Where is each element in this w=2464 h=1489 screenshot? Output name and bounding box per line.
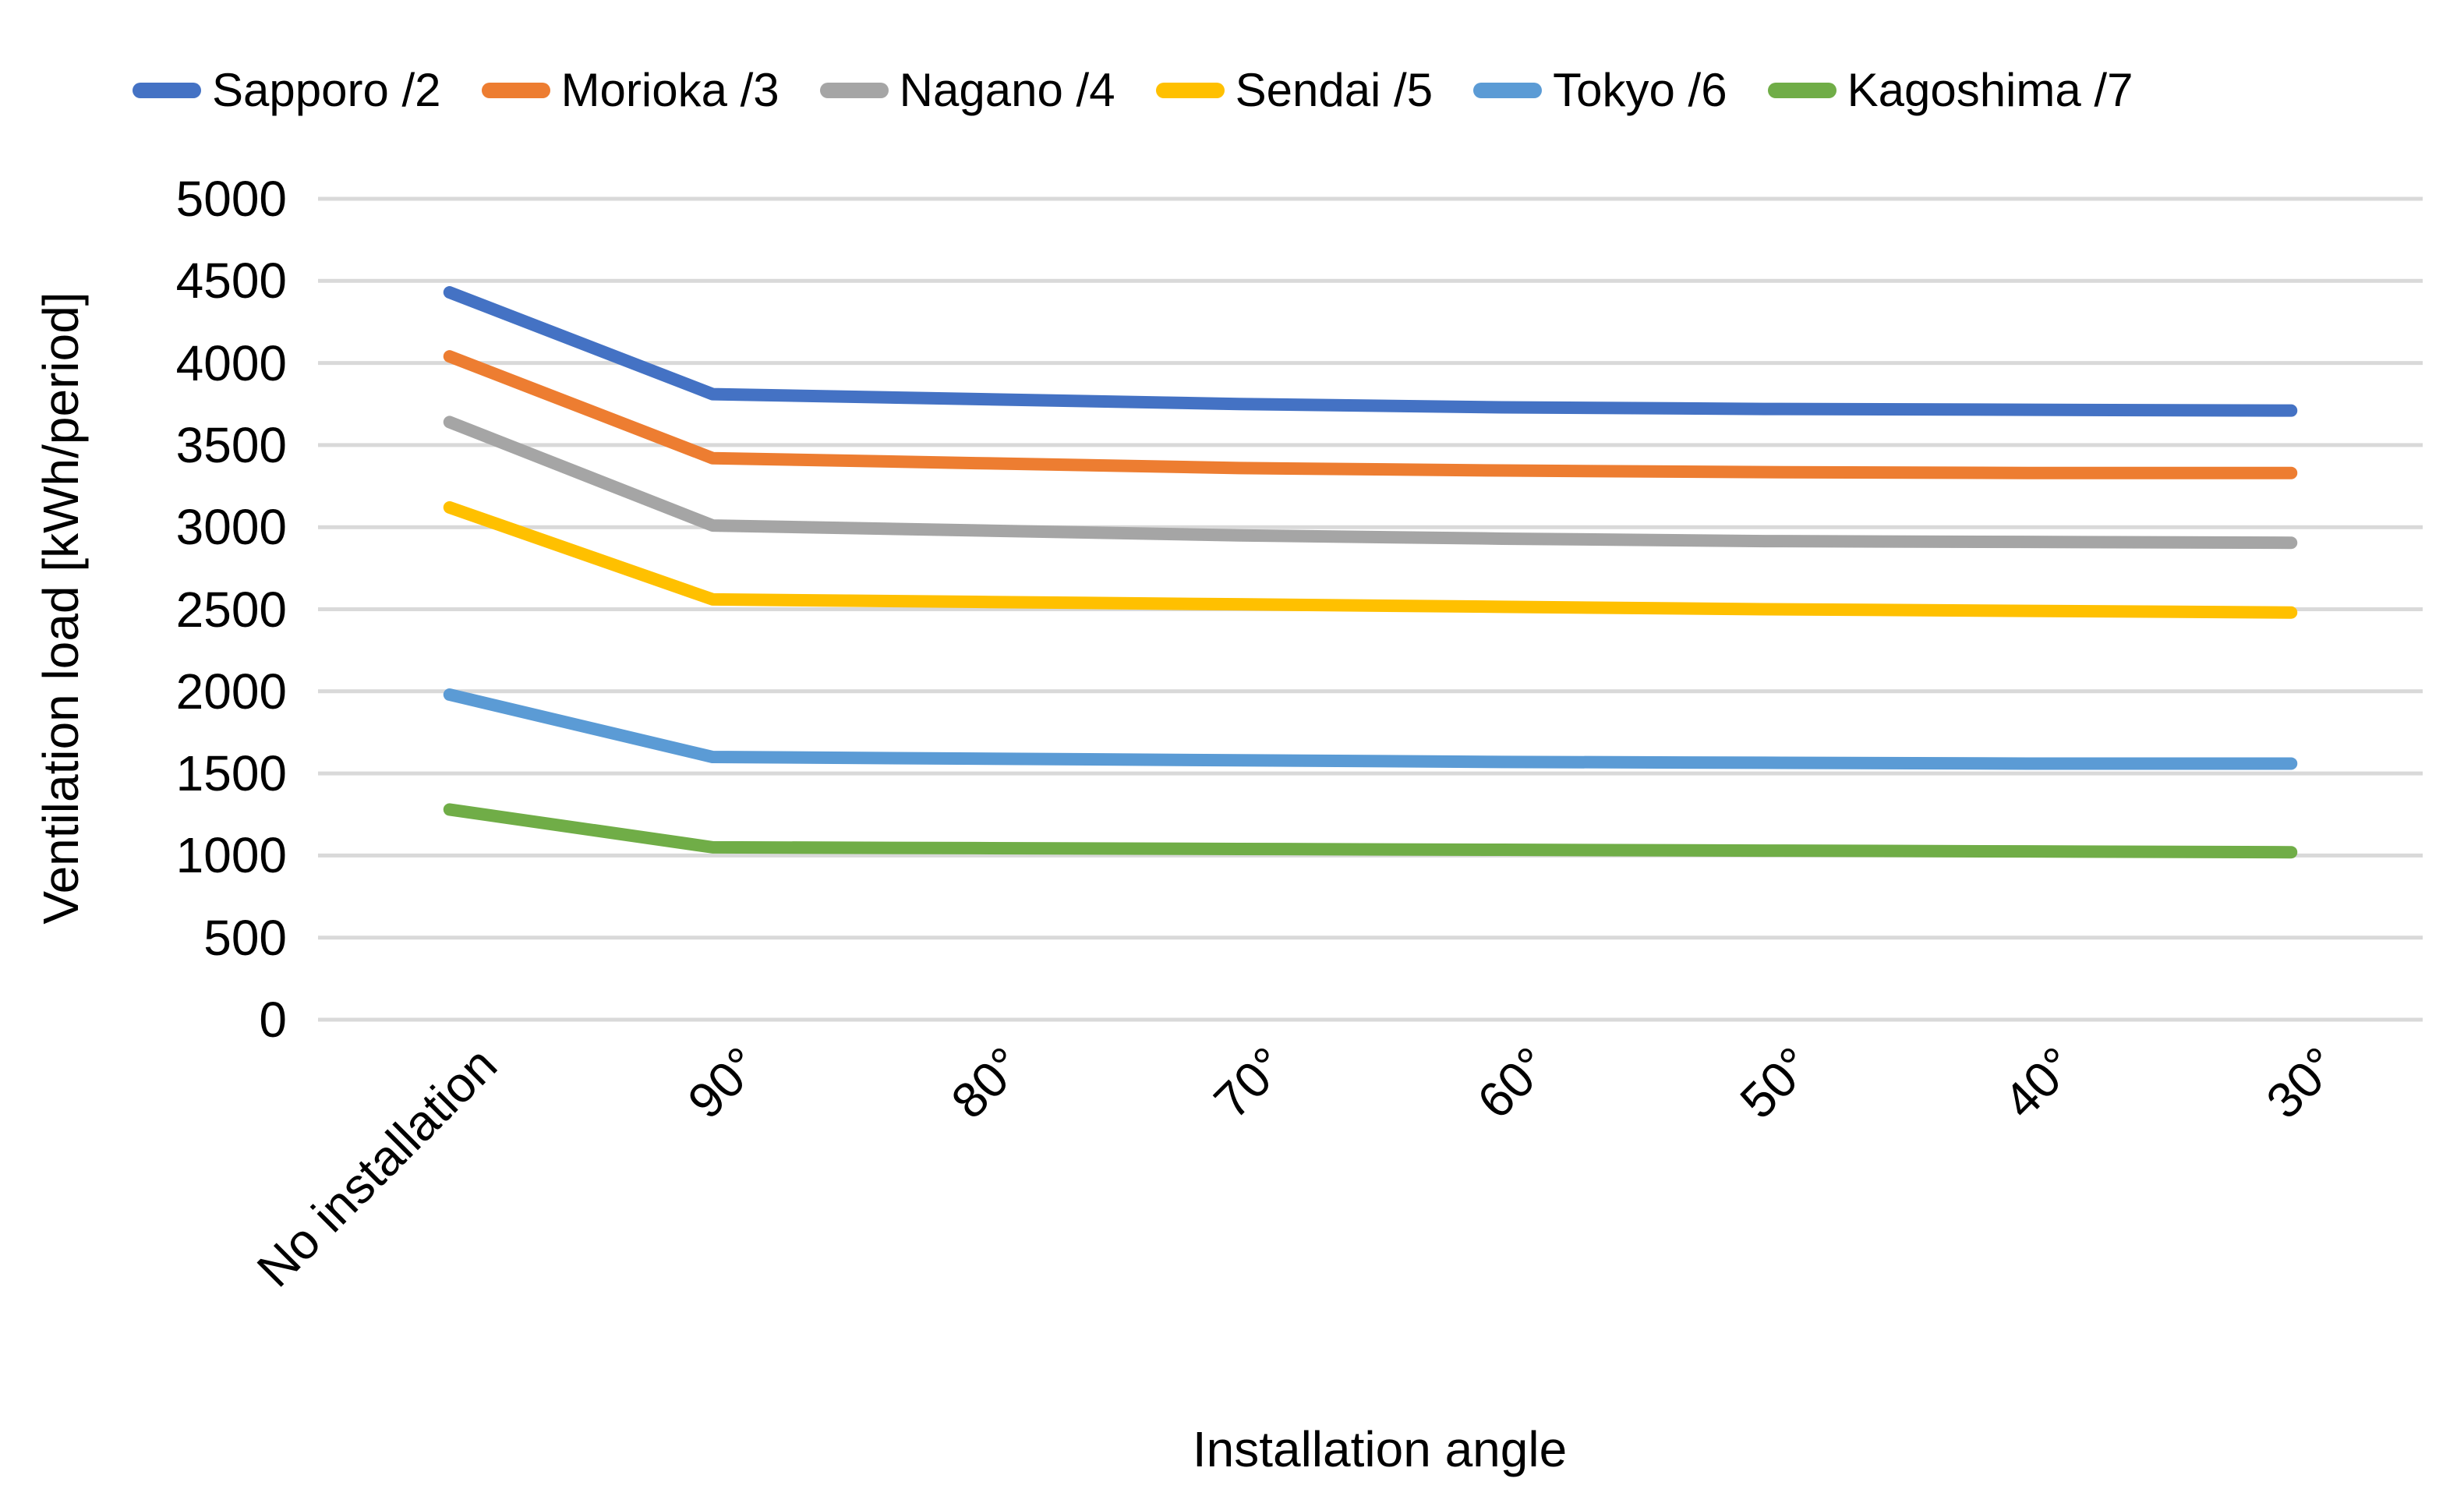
- series-line-tokyo-6: [443, 688, 2298, 770]
- series-line-nagano-4: [443, 416, 2298, 550]
- legend-item-kagoshima-7: Kagoshima /7: [1767, 64, 2133, 116]
- legend-label-nagano-4: Nagano /4: [899, 64, 1115, 116]
- legend-marker-nagano-4: [819, 83, 889, 98]
- series-line-sendai-5: [443, 500, 2298, 619]
- series-line-sapporo-2: [443, 286, 2298, 417]
- y-tick-label-1500: 1500: [175, 745, 287, 802]
- y-tick-label-0: 0: [259, 992, 287, 1048]
- chart-legend: Sapporo /2 Morioka /3 Nagano /4 Sendai /5 To…: [133, 67, 2417, 114]
- legend-marker-sendai-5: [1155, 83, 1225, 98]
- legend-label-morioka-3: Morioka /3: [560, 64, 780, 116]
- x-axis-title: Installation angle: [1192, 1421, 1568, 1477]
- legend-item-tokyo-6: Tokyo /6: [1473, 67, 1727, 114]
- y-tick-label-500: 500: [203, 909, 287, 966]
- legend-item-sapporo-2: Sapporo /2: [133, 67, 441, 114]
- y-tick-label-5000: 5000: [175, 171, 287, 227]
- y-tick-label-1000: 1000: [175, 827, 287, 884]
- legend-label-sapporo-2: Sapporo /2: [212, 64, 441, 116]
- legend-label-kagoshima-7: Kagoshima /7: [1847, 64, 2133, 116]
- legend-item-nagano-4: Nagano /4: [819, 64, 1115, 116]
- legend-marker-tokyo-6: [1473, 83, 1543, 98]
- legend-item-morioka-3: Morioka /3: [481, 64, 780, 116]
- legend-marker-kagoshima-7: [1767, 83, 1837, 98]
- legend-item-sendai-5: Sendai /5: [1155, 64, 1434, 116]
- y-tick-label-2500: 2500: [175, 581, 287, 638]
- y-tick-label-2000: 2000: [175, 663, 287, 720]
- legend-label-sendai-5: Sendai /5: [1235, 64, 1434, 116]
- series-line-morioka-3: [443, 350, 2298, 479]
- y-tick-label-4500: 4500: [175, 253, 287, 309]
- y-tick-label-3000: 3000: [175, 499, 287, 556]
- series-line-kagoshima-7: [443, 803, 2298, 859]
- y-tick-label-4000: 4000: [175, 334, 287, 391]
- legend-marker-morioka-3: [481, 83, 550, 98]
- legend-marker-sapporo-2: [133, 83, 201, 98]
- legend-label-tokyo-6: Tokyo /6: [1553, 64, 1727, 116]
- y-tick-label-3500: 3500: [175, 416, 287, 473]
